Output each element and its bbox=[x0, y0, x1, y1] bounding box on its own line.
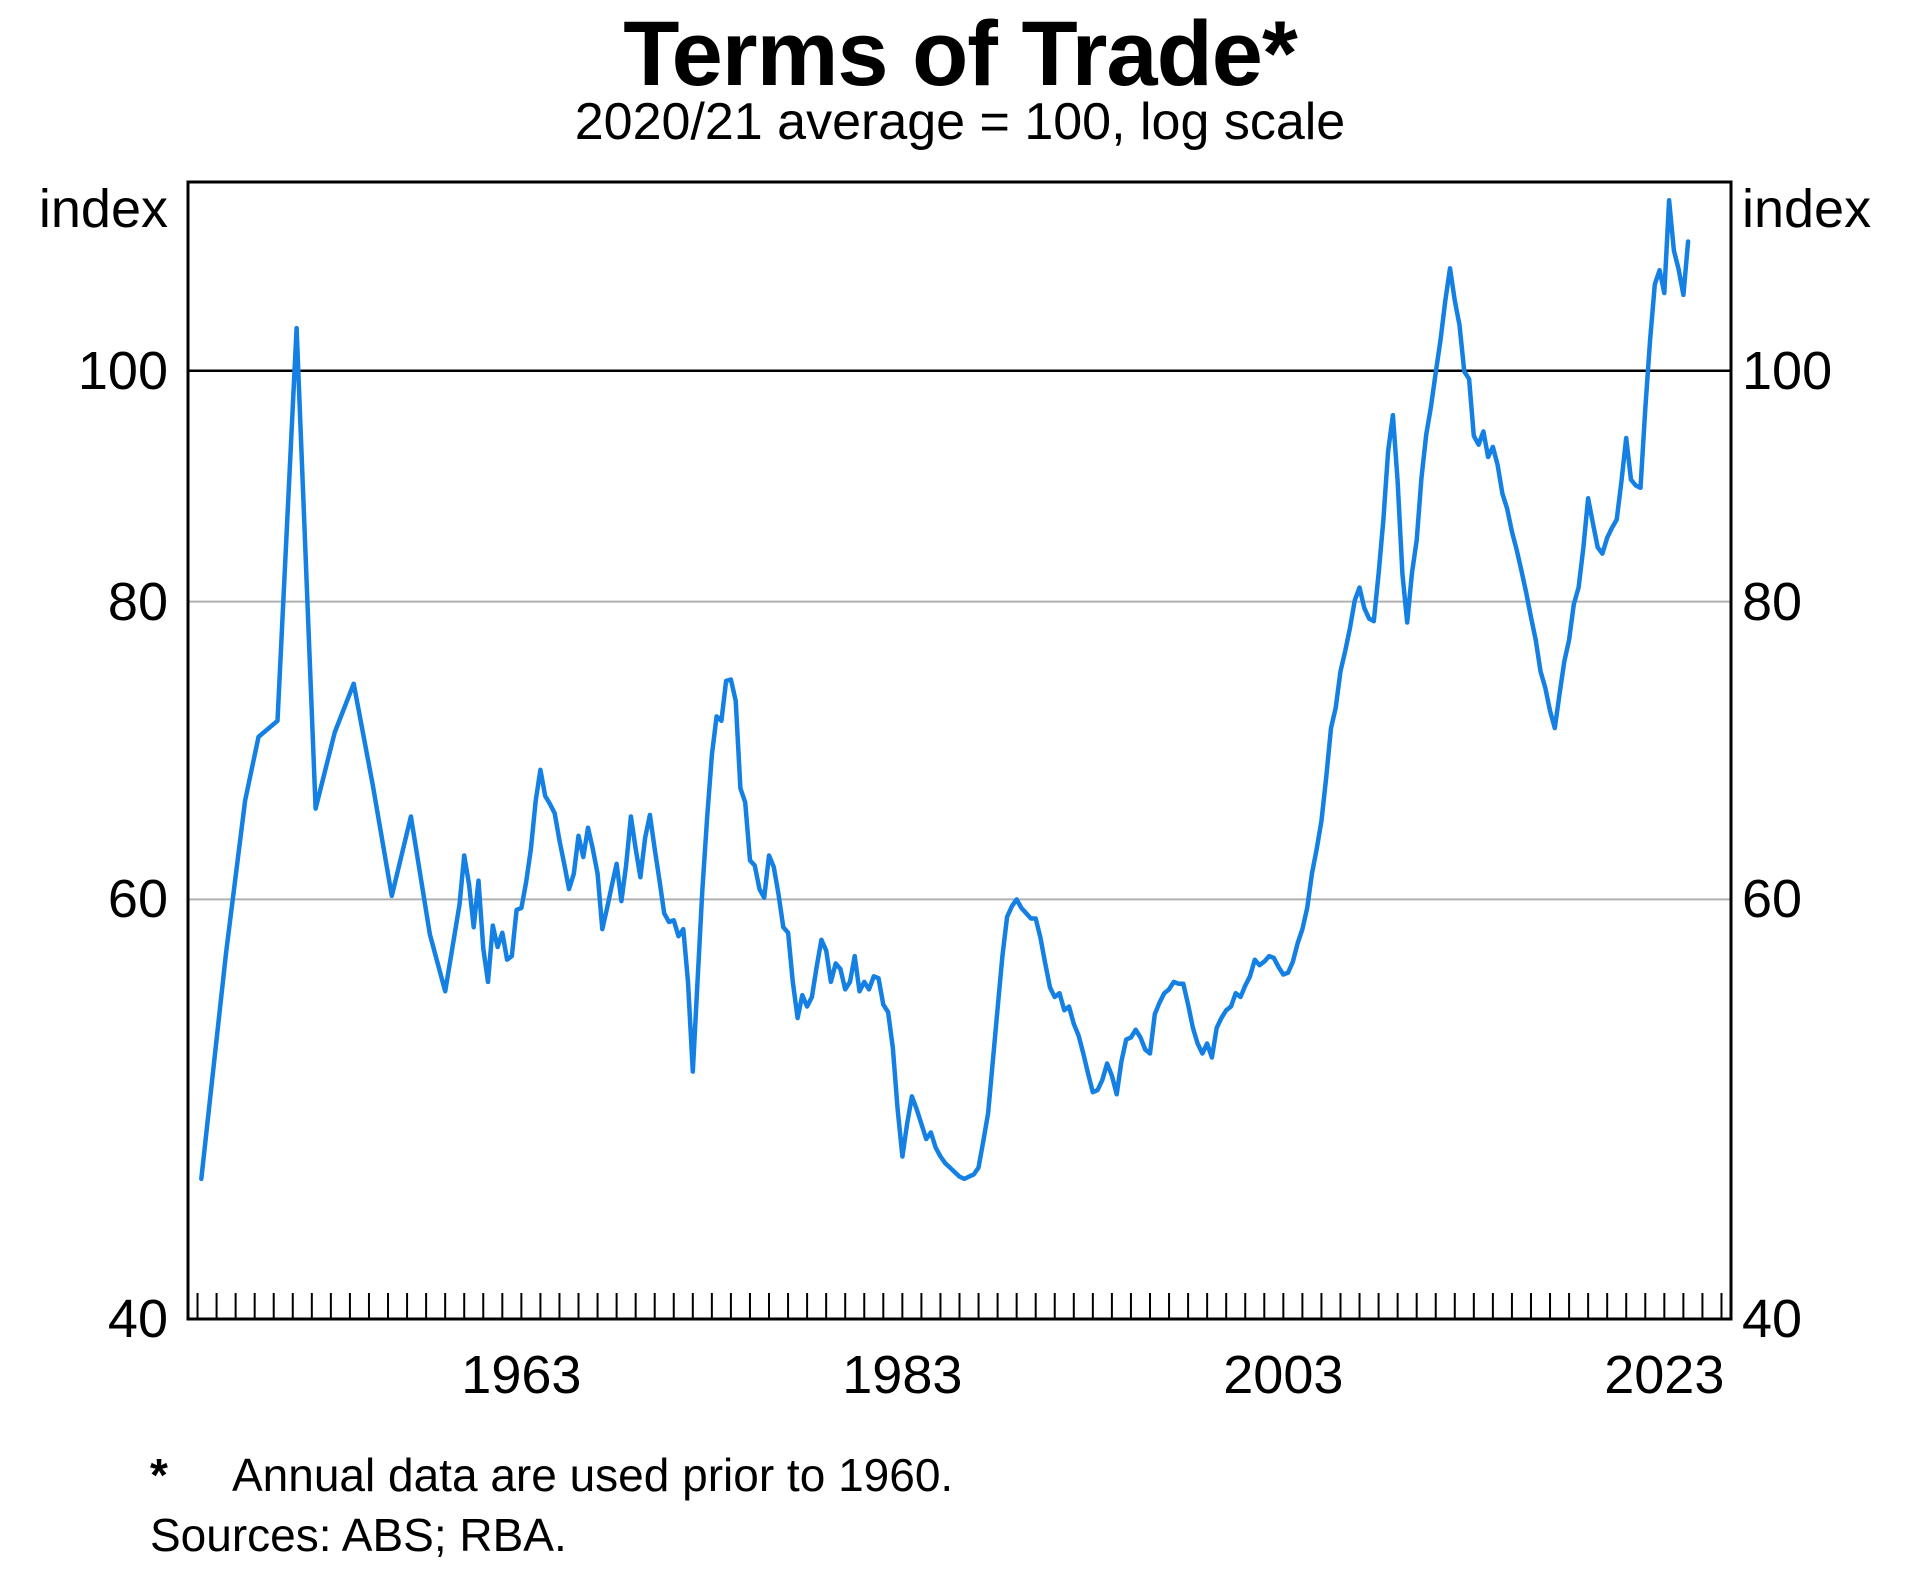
footnote-asterisk: * bbox=[150, 1449, 168, 1501]
y-tick-label-left-40: 40 bbox=[107, 1289, 168, 1349]
plot-border bbox=[186, 180, 1733, 1321]
y-axis-unit-label-left: index bbox=[38, 179, 168, 239]
y-tick-label-right-60: 60 bbox=[1742, 869, 1803, 930]
data-line-terms-of-trade bbox=[199, 198, 1691, 1182]
chart-title: Terms of Trade* bbox=[623, 3, 1298, 105]
footnote-text: Annual data are used prior to 1960. bbox=[232, 1449, 954, 1501]
sources-text: Sources: ABS; RBA. bbox=[150, 1509, 567, 1561]
y-tick-label-left-80: 80 bbox=[107, 571, 168, 632]
y-axis-unit-label-right: index bbox=[1742, 179, 1872, 239]
y-tick-label-right-100: 100 bbox=[1742, 340, 1833, 401]
y-tick-label-right-80: 80 bbox=[1742, 571, 1803, 632]
y-tick-label-left-60: 60 bbox=[107, 869, 168, 930]
y-tick-label-left-100: 100 bbox=[77, 340, 168, 401]
y-tick-label-right-40: 40 bbox=[1742, 1289, 1803, 1349]
x-tick-label-1983: 1983 bbox=[842, 1345, 963, 1405]
x-tick-label-1963: 1963 bbox=[461, 1345, 582, 1405]
x-tick-label-2003: 2003 bbox=[1223, 1345, 1344, 1405]
chart-subtitle: 2020/21 average = 100, log scale bbox=[574, 93, 1346, 151]
x-tick-label-2023: 2023 bbox=[1604, 1345, 1725, 1405]
